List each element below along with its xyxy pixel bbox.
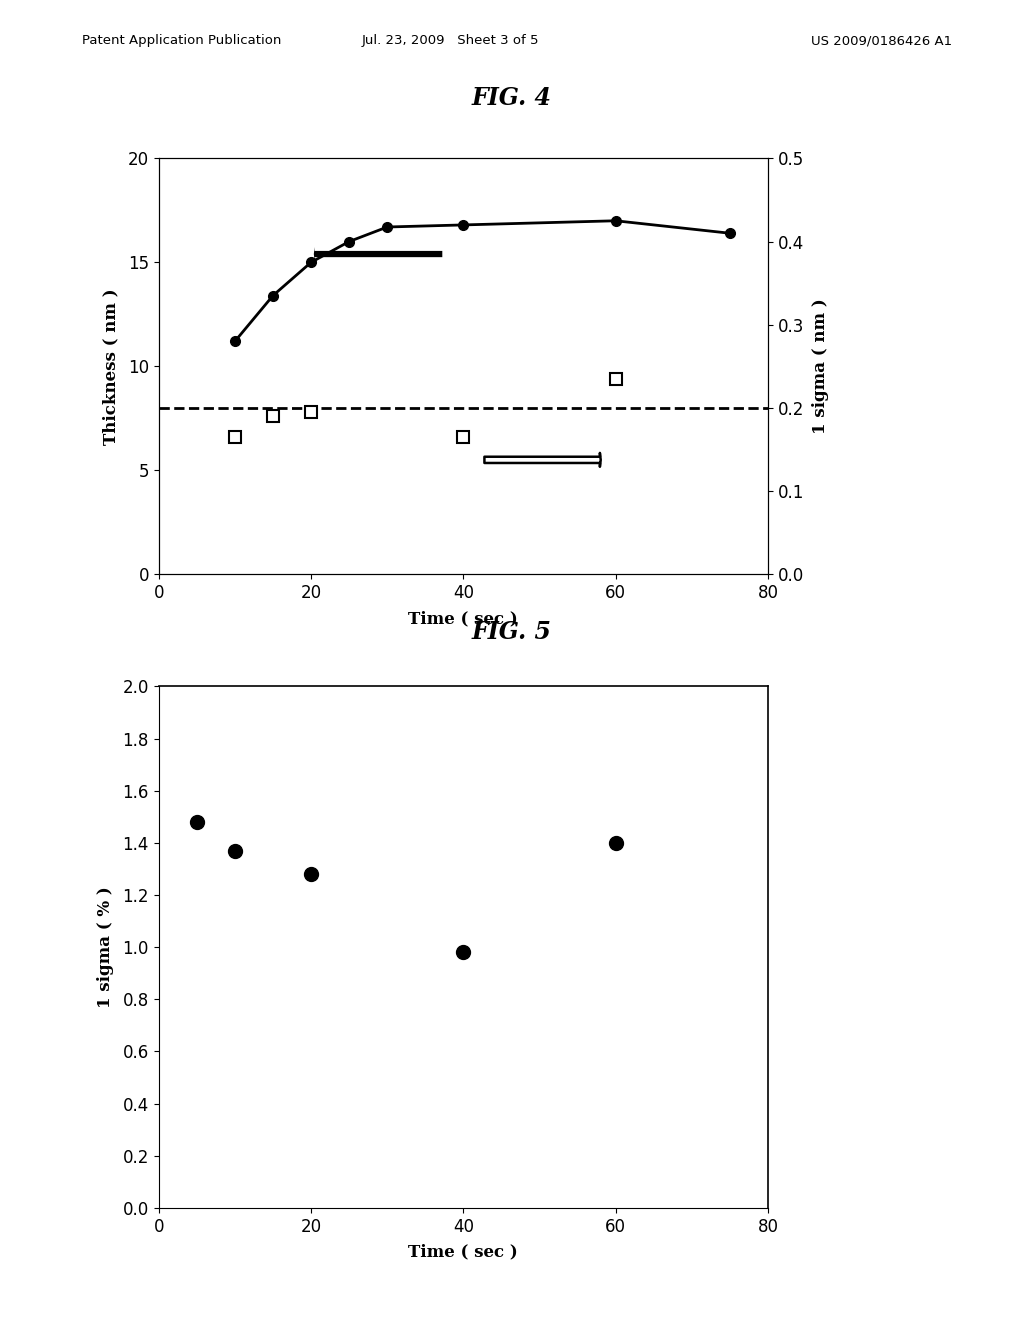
Y-axis label: 1 sigma ( % ): 1 sigma ( % ) bbox=[97, 886, 114, 1008]
Text: FIG. 4: FIG. 4 bbox=[472, 86, 552, 110]
Text: Jul. 23, 2009   Sheet 3 of 5: Jul. 23, 2009 Sheet 3 of 5 bbox=[361, 34, 540, 48]
Text: US 2009/0186426 A1: US 2009/0186426 A1 bbox=[811, 34, 952, 48]
X-axis label: Time ( sec ): Time ( sec ) bbox=[409, 1243, 518, 1261]
Text: Patent Application Publication: Patent Application Publication bbox=[82, 34, 282, 48]
Y-axis label: Thickness ( nm ): Thickness ( nm ) bbox=[102, 288, 120, 445]
Text: FIG. 5: FIG. 5 bbox=[472, 620, 552, 644]
X-axis label: Time ( sec ): Time ( sec ) bbox=[409, 610, 518, 627]
Y-axis label: 1 sigma ( nm ): 1 sigma ( nm ) bbox=[812, 298, 829, 434]
